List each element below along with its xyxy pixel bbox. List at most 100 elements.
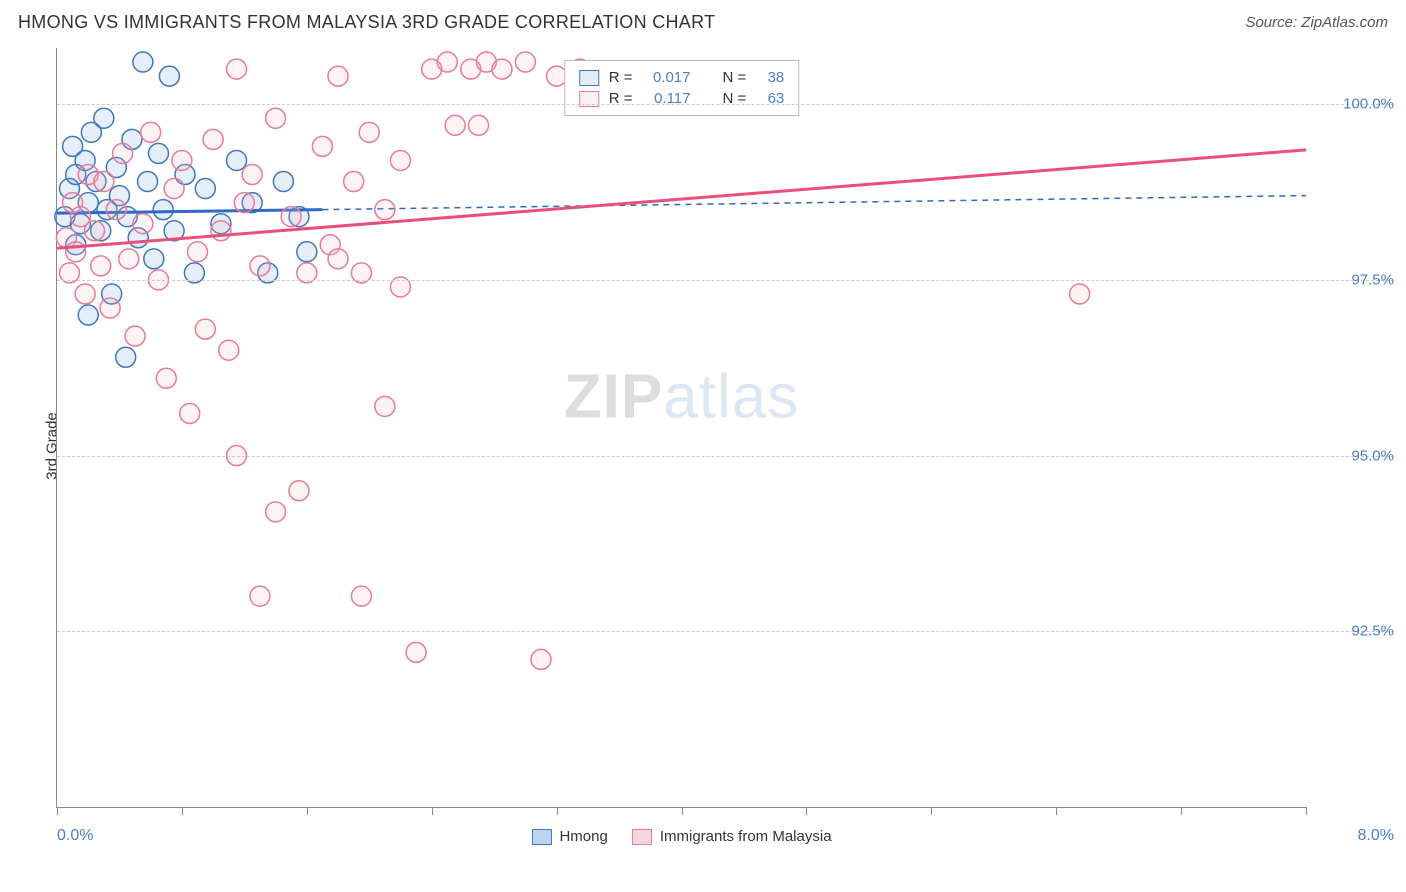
data-point — [156, 368, 176, 388]
data-point — [195, 319, 215, 339]
legend-swatch — [531, 829, 551, 845]
x-tick — [806, 807, 807, 815]
data-point — [445, 115, 465, 135]
data-point — [148, 143, 168, 163]
data-point — [469, 115, 489, 135]
x-tick — [182, 807, 183, 815]
data-point — [266, 108, 286, 128]
data-point — [133, 214, 153, 234]
legend-label: Hmong — [559, 828, 607, 845]
gridline — [57, 104, 1394, 105]
stats-n-label: N = — [723, 69, 747, 86]
x-tick — [1181, 807, 1182, 815]
x-tick — [931, 807, 932, 815]
data-point — [250, 256, 270, 276]
data-point — [133, 52, 153, 72]
y-tick-label: 100.0% — [1314, 96, 1394, 113]
data-point — [227, 150, 247, 170]
data-point — [312, 136, 332, 156]
data-point — [100, 298, 120, 318]
data-point — [273, 172, 293, 192]
data-point — [390, 150, 410, 170]
data-point — [188, 242, 208, 262]
data-point — [203, 129, 223, 149]
x-tick — [682, 807, 683, 815]
x-axis-max-label: 8.0% — [1358, 827, 1394, 845]
data-point — [375, 396, 395, 416]
data-point — [153, 200, 173, 220]
data-point — [75, 284, 95, 304]
x-tick — [1306, 807, 1307, 815]
x-axis-min-label: 0.0% — [57, 827, 93, 845]
stats-r-label: R = — [609, 69, 633, 86]
data-point — [227, 59, 247, 79]
data-point — [242, 165, 262, 185]
data-point — [84, 221, 104, 241]
x-tick — [432, 807, 433, 815]
data-point — [94, 172, 114, 192]
data-point — [125, 326, 145, 346]
data-point — [164, 179, 184, 199]
scatter-svg — [57, 48, 1306, 807]
data-point — [531, 649, 551, 669]
chart-title: HMONG VS IMMIGRANTS FROM MALAYSIA 3RD GR… — [18, 12, 715, 33]
data-point — [266, 502, 286, 522]
data-point — [106, 200, 126, 220]
data-point — [144, 249, 164, 269]
data-point — [141, 122, 161, 142]
data-point — [281, 207, 301, 227]
legend-swatch — [632, 829, 652, 845]
data-point — [289, 481, 309, 501]
stats-r-value: 0.017 — [643, 69, 691, 86]
stats-legend-box: R = 0.017 N = 38 R =0.117N =63 — [564, 60, 800, 116]
gridline — [57, 456, 1394, 457]
data-point — [375, 200, 395, 220]
data-point — [515, 52, 535, 72]
x-tick — [57, 807, 58, 815]
stats-swatch — [579, 70, 599, 86]
data-point — [297, 242, 317, 262]
data-point — [359, 122, 379, 142]
source-label: Source: ZipAtlas.com — [1245, 14, 1388, 31]
data-point — [328, 249, 348, 269]
data-point — [328, 66, 348, 86]
data-point — [250, 586, 270, 606]
y-tick-label: 95.0% — [1314, 447, 1394, 464]
chart-plot-area: ZIPatlas R =0.017N =38R =0.117N =63 0.0%… — [56, 48, 1306, 808]
data-point — [234, 193, 254, 213]
data-point — [78, 305, 98, 325]
data-point — [344, 172, 364, 192]
data-point — [159, 66, 179, 86]
data-point — [219, 340, 239, 360]
y-tick-label: 97.5% — [1314, 271, 1394, 288]
x-tick — [1056, 807, 1057, 815]
bottom-legend: Hmong Immigrants from Malaysia — [531, 828, 831, 845]
data-point — [113, 143, 133, 163]
legend-item: Hmong — [531, 828, 607, 845]
gridline — [57, 280, 1394, 281]
stats-n-value: 38 — [756, 69, 784, 86]
x-tick — [307, 807, 308, 815]
data-point — [94, 108, 114, 128]
data-point — [211, 221, 231, 241]
data-point — [1070, 284, 1090, 304]
data-point — [138, 172, 158, 192]
data-point — [406, 642, 426, 662]
data-point — [116, 347, 136, 367]
x-tick — [557, 807, 558, 815]
trend-extrapolation — [322, 196, 1306, 210]
stats-row: R =0.117N =63 — [579, 88, 785, 109]
data-point — [180, 403, 200, 423]
data-point — [492, 59, 512, 79]
legend-label: Immigrants from Malaysia — [660, 828, 832, 845]
gridline — [57, 631, 1394, 632]
data-point — [437, 52, 457, 72]
legend-item: Immigrants from Malaysia — [632, 828, 832, 845]
data-point — [172, 150, 192, 170]
data-point — [119, 249, 139, 269]
stats-row: R = 0.017 N = 38 — [579, 67, 785, 88]
y-tick-label: 92.5% — [1314, 623, 1394, 640]
data-point — [195, 179, 215, 199]
data-point — [351, 586, 371, 606]
data-point — [91, 256, 111, 276]
